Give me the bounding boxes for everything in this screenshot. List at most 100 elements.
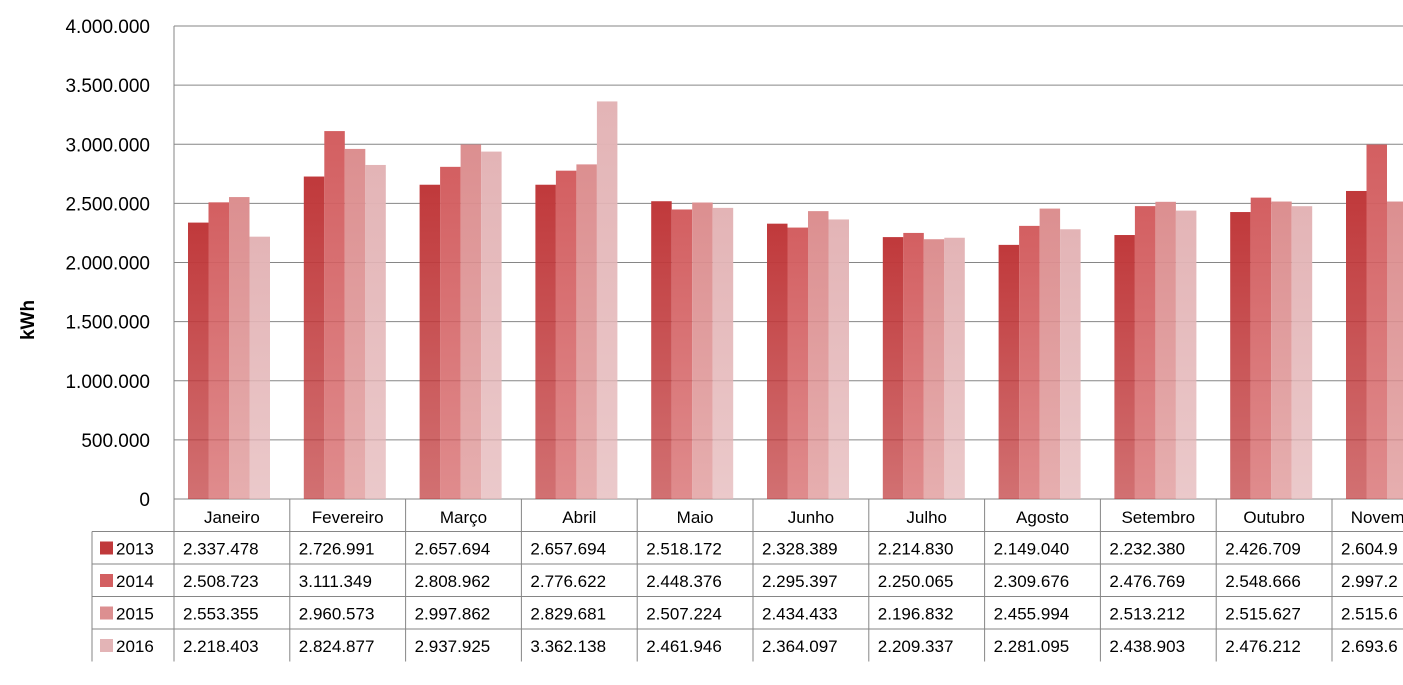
y-tick-label: 0 [139,490,150,511]
bar [1230,212,1251,499]
table-cell-value: 2.829.681 [530,605,606,624]
bar-group [1346,144,1403,499]
table-cell-value: 2.548.666 [1225,572,1301,591]
bar [651,201,672,499]
table-cell-value: 2.328.389 [762,540,838,559]
bar [1019,225,1040,500]
y-tick-label: 500.000 [81,431,150,452]
bar-group [1230,197,1313,499]
bar-group [188,197,270,500]
table-cell-value: 2.513.212 [1109,605,1185,624]
table-cell-value: 2.337.478 [183,540,259,559]
category-label: Agosto [1016,508,1069,527]
bar [1271,201,1292,499]
table-cell-value: 2.232.380 [1109,540,1185,559]
bar [923,239,945,499]
table-cell-value: 2.997.2 [1341,572,1398,591]
y-tick-label: 4.000.000 [65,17,150,38]
table-cell-value: 3.111.349 [299,572,372,591]
bar [767,223,788,499]
y-tick-label: 1.500.000 [65,313,150,334]
table-cell-value: 2.960.573 [299,605,375,624]
bar [1387,201,1403,499]
table-cell-value: 2.693.6 [1341,637,1398,656]
table-cell-value: 3.362.138 [530,637,606,656]
bar [1175,210,1197,499]
table-cell-value: 2.250.065 [878,572,954,591]
table-cell-value: 2.726.991 [299,540,375,559]
table-cell-value: 2.149.040 [994,540,1070,559]
bar [419,184,441,499]
bar-group [651,201,734,500]
table-cell-value: 2.553.355 [183,605,259,624]
bar [882,237,904,499]
table-cell-value: 2.997.862 [415,605,491,624]
category-label: Maio [677,508,714,527]
legend-swatch [100,541,113,555]
category-label: Junho [788,508,834,527]
table-cell-value: 2.455.994 [994,605,1070,624]
table-cell-value: 2.657.694 [415,540,491,559]
bar [208,202,229,499]
table-cell-value: 2.448.376 [646,572,722,591]
category-label: Setembro [1121,508,1195,527]
bar-groups [188,101,1403,500]
table-cell-value: 2.808.962 [415,572,491,591]
table-cell-value: 2.295.397 [762,572,838,591]
series-label: 2016 [116,637,154,656]
table-cell-value: 2.657.694 [530,540,606,559]
table-cell-value: 2.281.095 [994,637,1070,656]
bar [576,164,597,499]
bar-group [998,208,1081,500]
bar [249,236,270,500]
table-cell-value: 2.824.877 [299,637,375,656]
bar-group [767,211,849,499]
table-cell-value: 2.364.097 [762,637,838,656]
bar [1134,206,1156,499]
bar [787,227,808,499]
bar [903,232,924,499]
bar [998,244,1020,499]
category-label: Julho [906,508,947,527]
bar [671,209,693,499]
bar [1291,206,1313,499]
bar [229,197,250,499]
series-label: 2014 [116,572,154,591]
data-table: Janeiro Fevereiro Março Abril Maio Junho Julho… [91,499,1403,662]
y-tick-label: 2.000.000 [65,254,150,275]
bar [365,164,386,499]
legend-swatch [100,574,113,587]
bar [188,222,209,499]
bar [555,170,577,500]
table-cell-value: 2.508.723 [183,572,259,591]
table-cell-value: 2.937.925 [415,637,491,656]
table-cell-value: 2.461.946 [646,637,722,656]
bar [1060,229,1081,500]
y-axis-label: kWh [18,300,39,340]
bar [1114,235,1135,500]
bar [1250,197,1272,499]
category-label: Novembro [1351,508,1403,527]
table-cell-value: 2.209.337 [878,637,954,656]
bar [535,184,556,499]
y-tick-label: 2.500.000 [65,194,150,215]
table-cell-value: 2.438.903 [1109,637,1185,656]
category-label: Janeiro [204,508,260,527]
table-cell-value: 2.196.832 [878,605,954,624]
table-cell-value: 2.218.403 [183,637,259,656]
table-cell-value: 2.507.224 [646,605,722,624]
table-cell-value: 2.426.709 [1225,540,1301,559]
table-cell-value: 2.434.433 [762,605,838,624]
bar [828,219,849,499]
table-cell-value: 2.214.830 [878,540,954,559]
bar [808,211,829,499]
bar [596,101,618,499]
bar [440,166,461,499]
bar [1346,190,1367,499]
bar [1155,201,1176,499]
table-cell-value: 2.309.676 [994,572,1070,591]
bar [692,202,713,500]
bar-group [1114,201,1197,500]
table-cell-value: 2.476.212 [1225,637,1301,656]
